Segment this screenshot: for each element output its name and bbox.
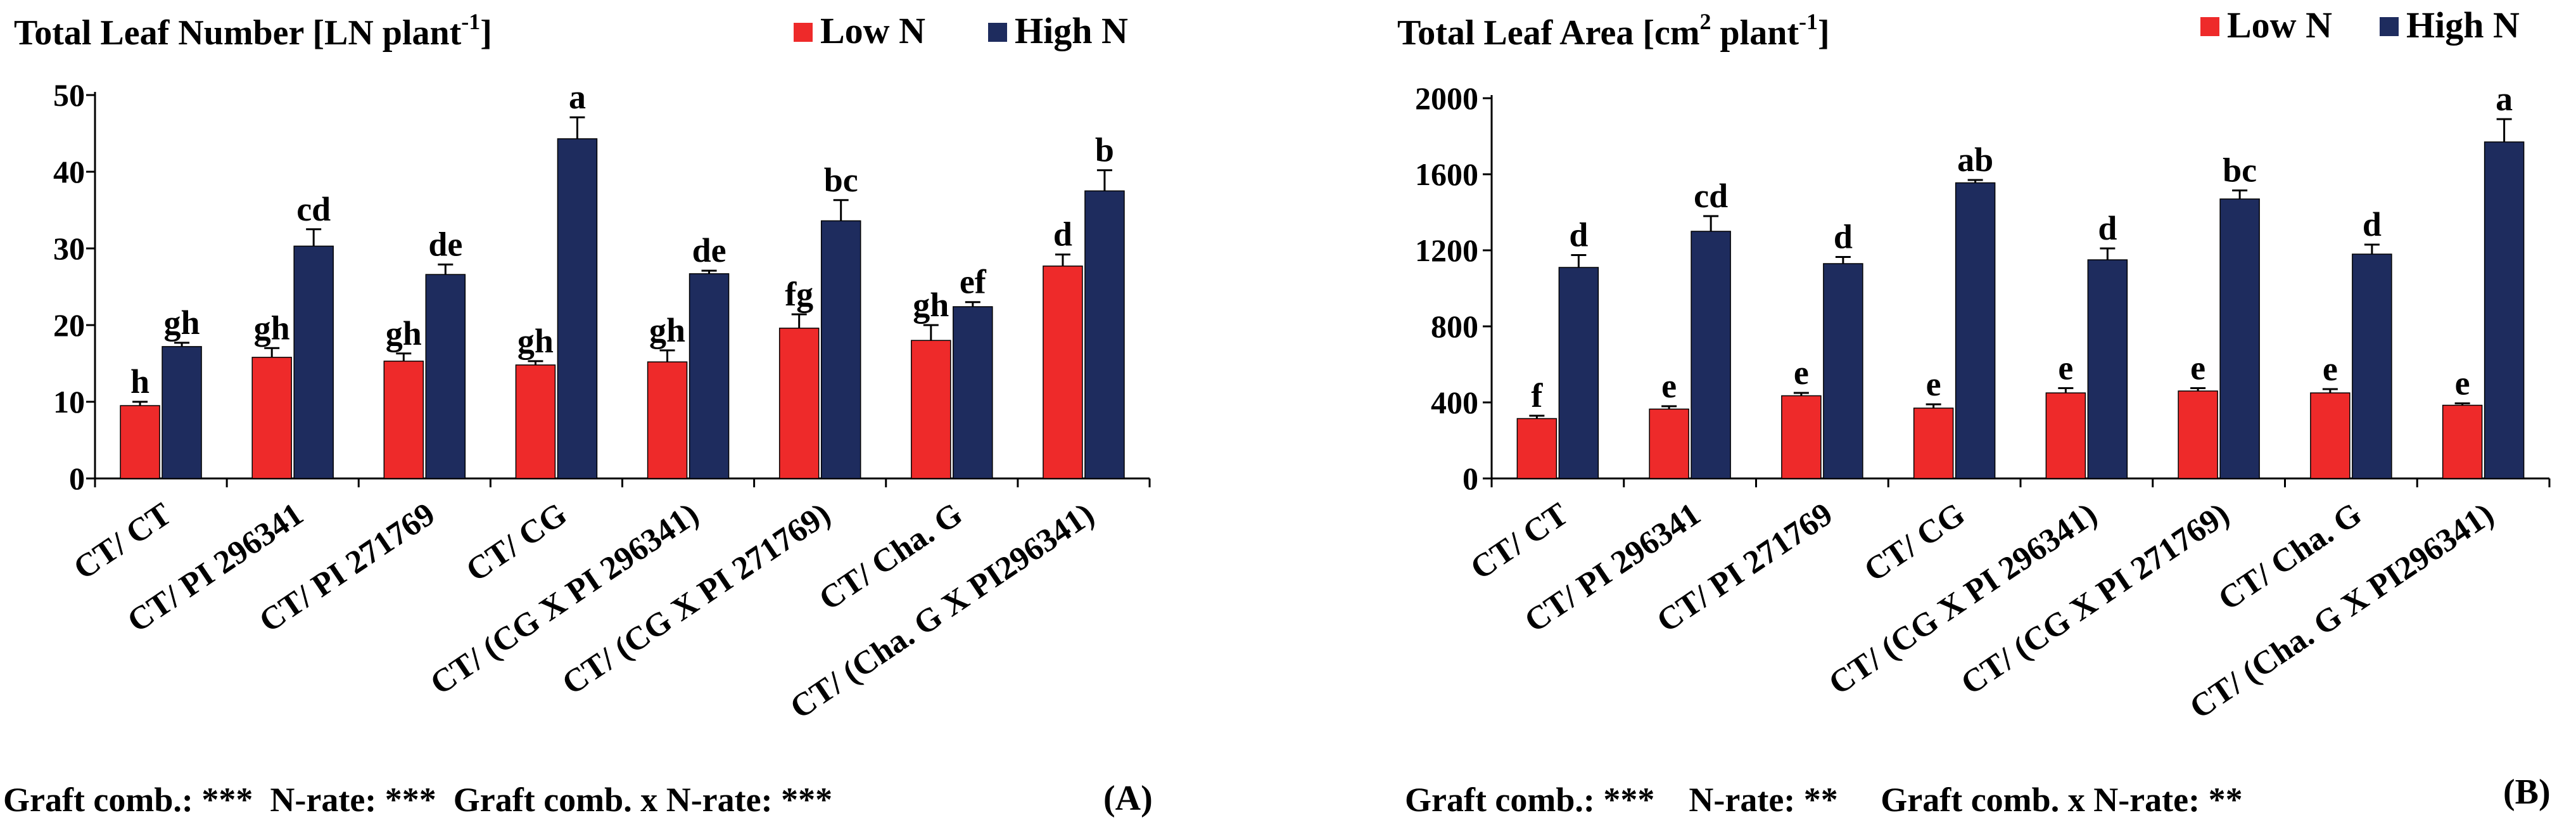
- chart-a-sig-letter-low: gh: [913, 286, 949, 324]
- chart-b-bar-high-n: [1955, 182, 1996, 479]
- chart-b-y-tick-label: 1200: [1415, 233, 1478, 268]
- chart-b-y-tick-label: 1600: [1415, 157, 1478, 192]
- chart-b-bar-low-n: [1516, 418, 1558, 479]
- chart-a-sig-letter-low: d: [1053, 215, 1072, 253]
- chart-b-sig-letter-high: cd: [1694, 177, 1728, 215]
- chart-b-title: Total Leaf Area [cm2 plant-1]: [1397, 9, 1830, 53]
- chart-a-bar-low-n: [120, 405, 160, 479]
- chart-a-category-label: CT/ CT: [67, 496, 177, 587]
- chart-b-panel-label: (B): [2503, 773, 2551, 812]
- chart-b-sig-letter-high: bc: [2223, 151, 2257, 189]
- chart-b-bar-low-n: [2310, 392, 2351, 479]
- chart-b-bar-high-n: [2352, 253, 2392, 479]
- chart-a-sig-letter-high: cd: [296, 190, 331, 228]
- chart-a-y-tick-label: 10: [53, 384, 85, 420]
- chart-b-sig-letter-low: f: [1531, 376, 1543, 414]
- chart-b-sig-letter-high: d: [1834, 218, 1853, 256]
- chart-a-bar-low-n: [251, 357, 292, 479]
- chart-b-footer: Graft comb.: *** N-rate: ** Graft comb. …: [1405, 781, 2243, 819]
- chart-a-y-tick-label: 30: [53, 231, 85, 266]
- chart-a-bar-high-n: [557, 138, 598, 479]
- chart-a-bar-high-n: [688, 273, 730, 479]
- chart-a-footer: Graft comb.: *** N-rate: *** Graft comb.…: [3, 781, 832, 819]
- chart-a-y-tick-label: 50: [53, 77, 85, 113]
- chart-b-category-label: CT/ CG: [1858, 496, 1971, 589]
- chart-b-bar-low-n: [2442, 404, 2483, 479]
- chart-a-sig-letter-low: gh: [386, 314, 422, 352]
- chart-a-sig-letter-high: de: [428, 225, 462, 263]
- chart-a-legend-swatch-high: [988, 23, 1007, 42]
- chart-a-bar-high-n: [1084, 190, 1125, 479]
- chart-b-bar-low-n: [1781, 395, 1822, 479]
- chart-b-y-tick-label: 0: [1462, 461, 1478, 496]
- chart-b-bar-low-n: [2178, 390, 2218, 479]
- chart-a: Total Leaf Number [LN plant-1] Low N Hig…: [3, 9, 1153, 819]
- chart-a-sig-letter-low: gh: [517, 322, 554, 360]
- chart-b-bar-high-n: [2087, 259, 2128, 479]
- chart-a-bar-low-n: [1043, 266, 1083, 479]
- chart-a-legend-swatch-low: [794, 23, 813, 42]
- chart-a-sig-letter-low: h: [130, 362, 149, 401]
- chart-b-sig-letter-low: e: [1926, 365, 1941, 403]
- chart-a-title: Total Leaf Number [LN plant-1]: [14, 9, 492, 53]
- chart-b-category-label: CT/ CT: [1464, 496, 1575, 587]
- chart-a-bar-high-n: [162, 346, 202, 479]
- chart-b-sig-letter-high: d: [2098, 209, 2117, 247]
- chart-a-legend-label-high: High N: [1015, 10, 1128, 51]
- chart-b-legend-swatch-high: [2380, 17, 2399, 36]
- chart-a-bar-low-n: [911, 340, 951, 479]
- chart-b-sig-letter-high: d: [1569, 216, 1588, 254]
- chart-b-sig-letter-low: e: [2058, 349, 2073, 387]
- chart-a-sig-letter-high: de: [692, 231, 726, 269]
- chart-a-bar-high-n: [820, 220, 861, 479]
- chart-a-legend-label-low: Low N: [820, 10, 925, 51]
- chart-b-sig-letter-low: e: [2455, 364, 2470, 402]
- chart-b-sig-letter-high: ab: [1957, 141, 1993, 179]
- chart-b-sig-letter-low: e: [1794, 354, 1809, 392]
- chart-b-bar-high-n: [1823, 263, 1863, 479]
- chart-b-sig-letter-high: a: [2496, 80, 2513, 118]
- chart-a-bar-low-n: [778, 328, 820, 479]
- chart-b-sig-letter-low: e: [2323, 350, 2338, 388]
- chart-a-bar-high-n: [425, 274, 466, 479]
- chart-a-y-tick-label: 0: [69, 461, 85, 496]
- chart-a-y-tick-label: 40: [53, 154, 85, 189]
- chart-b-sig-letter-low: e: [2190, 349, 2205, 387]
- chart-b: Total Leaf Area [cm2 plant-1] Low N High…: [1397, 4, 2551, 819]
- chart-b-sig-letter-low: e: [1661, 367, 1677, 405]
- chart-b-legend-label-low: Low N: [2227, 4, 2332, 46]
- chart-a-panel-label: (A): [1103, 779, 1153, 818]
- chart-a-sig-letter-high: b: [1095, 131, 1114, 169]
- chart-b-sig-letter-high: d: [2363, 205, 2382, 243]
- chart-b-bar-high-n: [2219, 198, 2260, 479]
- chart-a-bar-high-n: [953, 306, 993, 479]
- chart-a-bar-low-n: [647, 361, 688, 479]
- chart-b-bar-high-n: [2484, 141, 2525, 479]
- chart-a-sig-letter-low: gh: [254, 309, 290, 347]
- chart-b-y-tick-label: 2000: [1415, 80, 1478, 116]
- chart-b-bar-high-n: [1558, 267, 1599, 479]
- chart-b-bar-low-n: [1913, 407, 1954, 479]
- chart-a-bar-low-n: [515, 364, 556, 479]
- chart-a-bar-low-n: [383, 361, 424, 479]
- chart-b-bar-high-n: [1691, 231, 1731, 479]
- chart-b-y-tick-label: 800: [1431, 309, 1478, 344]
- chart-a-y-tick-label: 20: [53, 307, 85, 343]
- chart-a-sig-letter-high: ef: [960, 263, 987, 301]
- chart-b-legend-swatch-low: [2200, 17, 2219, 36]
- chart-a-sig-letter-high: bc: [824, 161, 858, 199]
- chart-b-legend-label-high: High N: [2406, 4, 2520, 46]
- chart-b-bar-low-n: [2045, 392, 2086, 479]
- chart-a-bar-high-n: [293, 245, 334, 479]
- chart-a-sig-letter-high: a: [569, 78, 586, 116]
- chart-b-y-tick-label: 400: [1431, 385, 1478, 420]
- chart-a-category-label: CT/ CG: [460, 496, 573, 589]
- chart-a-sig-letter-high: gh: [164, 304, 200, 342]
- chart-a-sig-letter-low: fg: [785, 275, 813, 313]
- chart-a-sig-letter-low: gh: [649, 311, 685, 349]
- chart-b-bar-low-n: [1649, 408, 1689, 479]
